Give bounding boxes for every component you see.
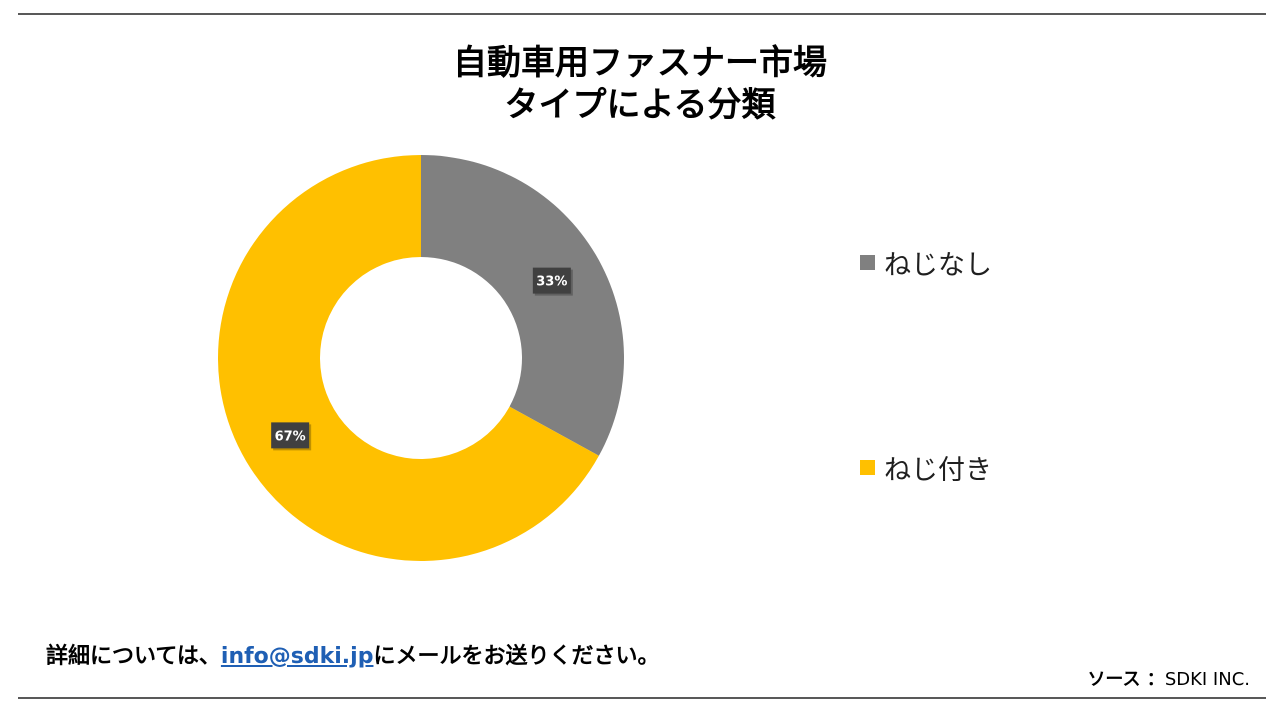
legend-swatch-screwless xyxy=(860,255,875,270)
data-label-text-screwless: 33% xyxy=(536,275,567,290)
chart-title-line1: 自動車用ファスナー市場 xyxy=(453,43,827,83)
chart-title-line2: タイプによる分類 xyxy=(504,85,776,125)
bottom-rule xyxy=(18,697,1266,699)
source-value: SDKI INC. xyxy=(1164,669,1250,690)
top-rule xyxy=(18,13,1266,15)
data-label-screwless: 33% xyxy=(532,267,573,296)
legend-item-threaded: ねじ付き xyxy=(860,448,992,487)
donut-slice-threaded xyxy=(217,155,599,561)
data-label-text-threaded: 67% xyxy=(275,429,306,444)
contact-note: 詳細については、info@sdki.jpにメールをお送りください。 xyxy=(46,638,659,670)
data-label-threaded: 67% xyxy=(271,422,312,451)
legend-swatch-threaded xyxy=(860,460,875,475)
email-link[interactable]: info@sdki.jp xyxy=(220,644,374,669)
contact-note-prefix: 詳細については、 xyxy=(46,644,221,669)
legend-label-threaded: ねじ付き xyxy=(884,455,992,486)
source-credit: ソース ：SDKI INC. xyxy=(1087,665,1250,691)
legend-item-screwless: ねじなし xyxy=(860,243,992,282)
contact-note-suffix: にメールをお送りください。 xyxy=(373,644,660,669)
source-label: ソース ： xyxy=(1087,669,1165,690)
chart-title: 自動車用ファスナー市場 タイプによる分類 xyxy=(0,42,1280,126)
donut-slice-screwless xyxy=(421,155,624,456)
legend-label-screwless: ねじなし xyxy=(884,250,992,281)
